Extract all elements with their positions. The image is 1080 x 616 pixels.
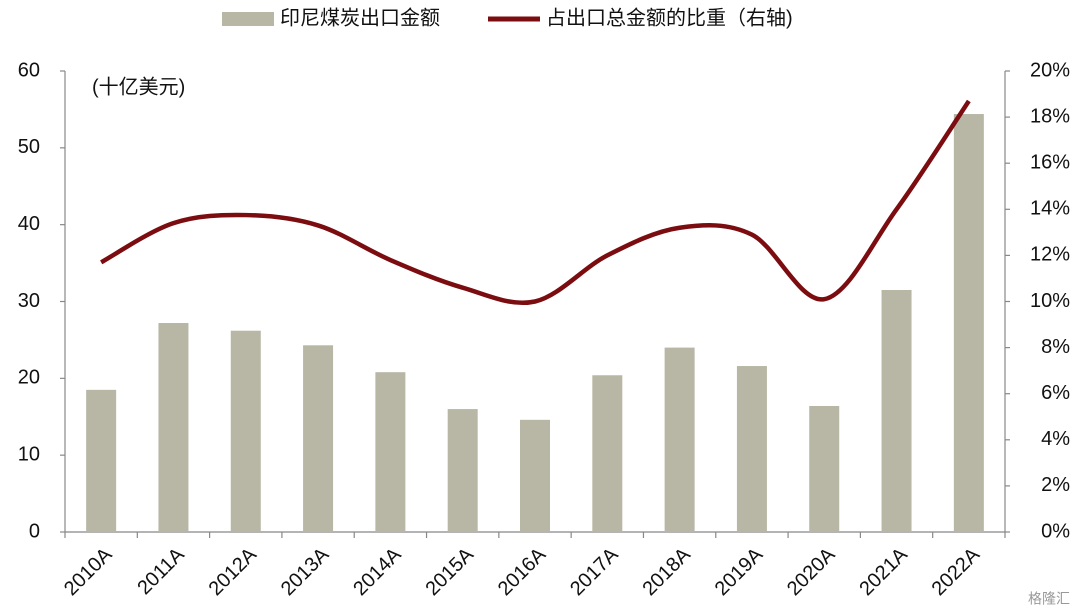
bar [664, 347, 695, 532]
x-tick-label: 2011A [133, 543, 189, 599]
y2-tick-label: 10% [1030, 290, 1070, 312]
bar [809, 405, 840, 532]
x-tick-label: 2017A [566, 543, 623, 600]
y-tick-label: 0 [29, 520, 40, 542]
x-tick-label: 2012A [205, 543, 262, 600]
y-tick-label: 60 [18, 59, 40, 81]
y2-tick-label: 20% [1030, 59, 1070, 81]
bar [86, 389, 117, 532]
y2-tick-label: 16% [1030, 151, 1070, 173]
y2-tick-label: 6% [1041, 382, 1070, 404]
line [100, 99, 971, 305]
x-tick-label: 2018A [638, 543, 695, 600]
bar [736, 366, 767, 532]
y2-tick-label: 12% [1030, 244, 1070, 266]
y2-tick-label: 2% [1041, 474, 1070, 496]
x-tick-label: 2021A [855, 543, 912, 600]
bar [447, 409, 478, 532]
bar [592, 375, 623, 532]
x-tick-label: 2015A [422, 543, 479, 600]
y2-tick-label: 0% [1041, 520, 1070, 542]
legend-swatch [222, 12, 274, 26]
bar [953, 114, 984, 532]
x-tick-label: 2013A [277, 543, 334, 600]
unit-annotation: (十亿美元) [92, 75, 185, 98]
legend-label: 印尼煤炭出口金额 [280, 6, 440, 29]
y-tick-label: 10 [18, 443, 40, 465]
x-tick-label: 2014A [349, 543, 406, 600]
x-tick-label: 2022A [928, 543, 985, 600]
x-tick-label: 2010A [60, 543, 117, 600]
y2-tick-label: 18% [1030, 105, 1070, 127]
x-tick-label: 2020A [783, 543, 840, 600]
bar [303, 345, 334, 532]
bar [520, 419, 550, 532]
legend-label: 占出口总金额的比重（右轴) [546, 6, 793, 29]
watermark: 格隆汇 [1028, 591, 1070, 607]
y-tick-label: 50 [18, 136, 40, 158]
y2-tick-label: 14% [1030, 198, 1070, 220]
x-tick-label: 2019A [711, 543, 768, 600]
bar [230, 330, 261, 532]
y-tick-label: 40 [18, 213, 40, 235]
bar [158, 323, 189, 532]
y-tick-label: 30 [18, 290, 40, 312]
y2-tick-label: 4% [1041, 428, 1070, 450]
y2-tick-label: 8% [1041, 336, 1070, 358]
x-tick-label: 2016A [494, 543, 551, 600]
y-tick-label: 20 [18, 367, 40, 389]
bar [375, 372, 406, 532]
bar [881, 289, 912, 532]
